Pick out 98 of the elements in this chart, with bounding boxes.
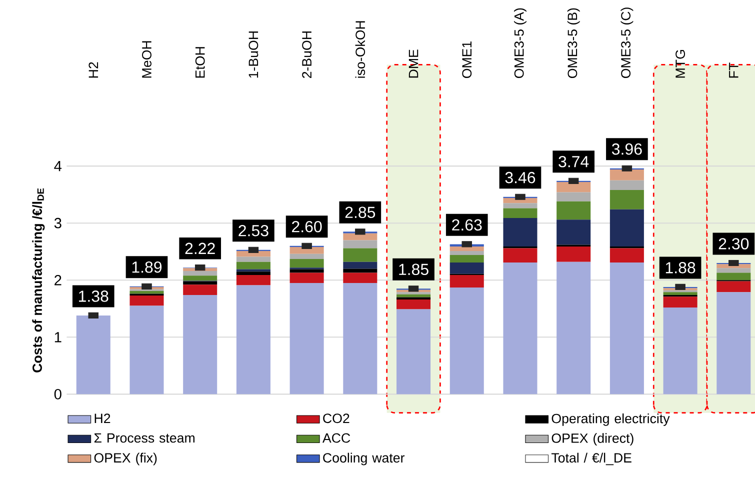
data-label: 1.88: [666, 262, 696, 274]
x-tick-label: MeOH: [142, 41, 152, 78]
legend-label: Total / €/l_DE: [551, 452, 632, 466]
bar: [343, 268, 378, 273]
bar: [130, 296, 164, 306]
bar: [610, 190, 644, 210]
bar: [290, 259, 324, 268]
data-label: 2.22: [185, 242, 215, 254]
y-tick-label: 0: [54, 389, 62, 400]
bar: [290, 283, 324, 394]
bar: [396, 309, 431, 394]
bar: [556, 182, 591, 192]
bar: [450, 288, 484, 394]
bar: [183, 276, 218, 281]
bar: [343, 240, 378, 248]
x-tick-label: DME: [408, 50, 418, 78]
y-tick-label: 4: [54, 161, 62, 172]
y-tick-label: 2: [54, 275, 62, 286]
bar: [556, 246, 591, 262]
data-label: 3.46: [505, 172, 536, 184]
x-tick-label: iso-OkOH: [355, 21, 366, 78]
x-tick-label: OME3-5 (B): [567, 8, 580, 78]
x-tick-label: FT: [729, 62, 738, 78]
bar: [556, 201, 591, 220]
legend-label: CO2: [323, 414, 350, 424]
data-label: 2.53: [238, 225, 268, 236]
x-tick-label: OME1: [462, 42, 472, 78]
bar: [130, 291, 164, 294]
bar: [503, 262, 538, 394]
bar: [183, 295, 218, 394]
y-axis-title: Costs of manufacturing /€/l$_{DE}$: [32, 188, 45, 372]
bar: [716, 281, 751, 292]
bar: [343, 272, 378, 284]
bar: [343, 248, 378, 262]
x-tick-label: 1-BuOH: [248, 32, 258, 78]
data-label: 3.96: [612, 143, 642, 155]
bar: [716, 268, 751, 273]
bar: [556, 220, 591, 245]
bar: [396, 300, 431, 310]
x-tick-label: 2-BuOH: [302, 32, 312, 78]
bar: [716, 292, 751, 394]
data-label: 1.38: [79, 290, 108, 302]
bar: [610, 209, 644, 247]
legend-label: H2: [94, 414, 110, 424]
bar: [610, 248, 644, 263]
x-tick-label: OME3-5 (A): [514, 8, 526, 78]
bar: [716, 272, 751, 280]
x-tick-label: OME3-5 (C): [620, 8, 634, 78]
bar: [236, 275, 270, 286]
legend-label: Σ Process steam: [94, 433, 194, 443]
bar: [450, 246, 484, 252]
bar: [663, 292, 698, 296]
legend-label: ACC: [322, 433, 350, 443]
bar: [290, 254, 324, 260]
data-label: 2.85: [345, 206, 376, 218]
bar: [503, 208, 538, 218]
y-tick-label: 3: [54, 218, 62, 228]
bar: [610, 262, 644, 394]
y-tick-label: 1: [54, 332, 62, 342]
data-label: 1.89: [132, 262, 162, 273]
bar: [503, 248, 538, 263]
bar: [503, 218, 538, 247]
x-tick-label: MTG: [676, 50, 686, 78]
bar: [450, 255, 484, 263]
bar: [663, 296, 698, 308]
data-label: 2.30: [718, 238, 749, 250]
x-tick-label: EtOH: [195, 47, 205, 78]
data-label: 3.74: [558, 156, 589, 168]
data-label: 2.63: [452, 219, 482, 231]
bar: [183, 284, 218, 296]
bar: [450, 262, 484, 274]
legend-label: OPEX (fix): [94, 452, 157, 466]
bar: [503, 203, 538, 208]
bar: [236, 262, 270, 270]
bar: [236, 256, 270, 262]
bar: [450, 275, 484, 288]
data-label: 1.85: [399, 264, 428, 276]
bar: [236, 272, 270, 276]
bar: [556, 262, 591, 394]
legend-label: Cooling water: [323, 452, 405, 466]
bar: [396, 297, 431, 300]
data-label: 2.60: [292, 221, 322, 232]
bar: [290, 272, 324, 284]
bar: [343, 283, 378, 394]
bar: [610, 170, 644, 180]
bar: [183, 271, 218, 276]
x-tick-label: H2: [88, 62, 98, 78]
legend-label: Operating electricity: [552, 414, 670, 426]
bar: [290, 247, 324, 254]
bar: [663, 308, 698, 394]
bar: [556, 192, 591, 202]
bar: [236, 285, 270, 394]
bar: [343, 262, 378, 269]
bar: [130, 306, 164, 394]
bar: [450, 251, 484, 256]
bar: [76, 316, 110, 394]
bar: [610, 180, 644, 190]
legend-label: OPEX (direct): [552, 433, 634, 446]
